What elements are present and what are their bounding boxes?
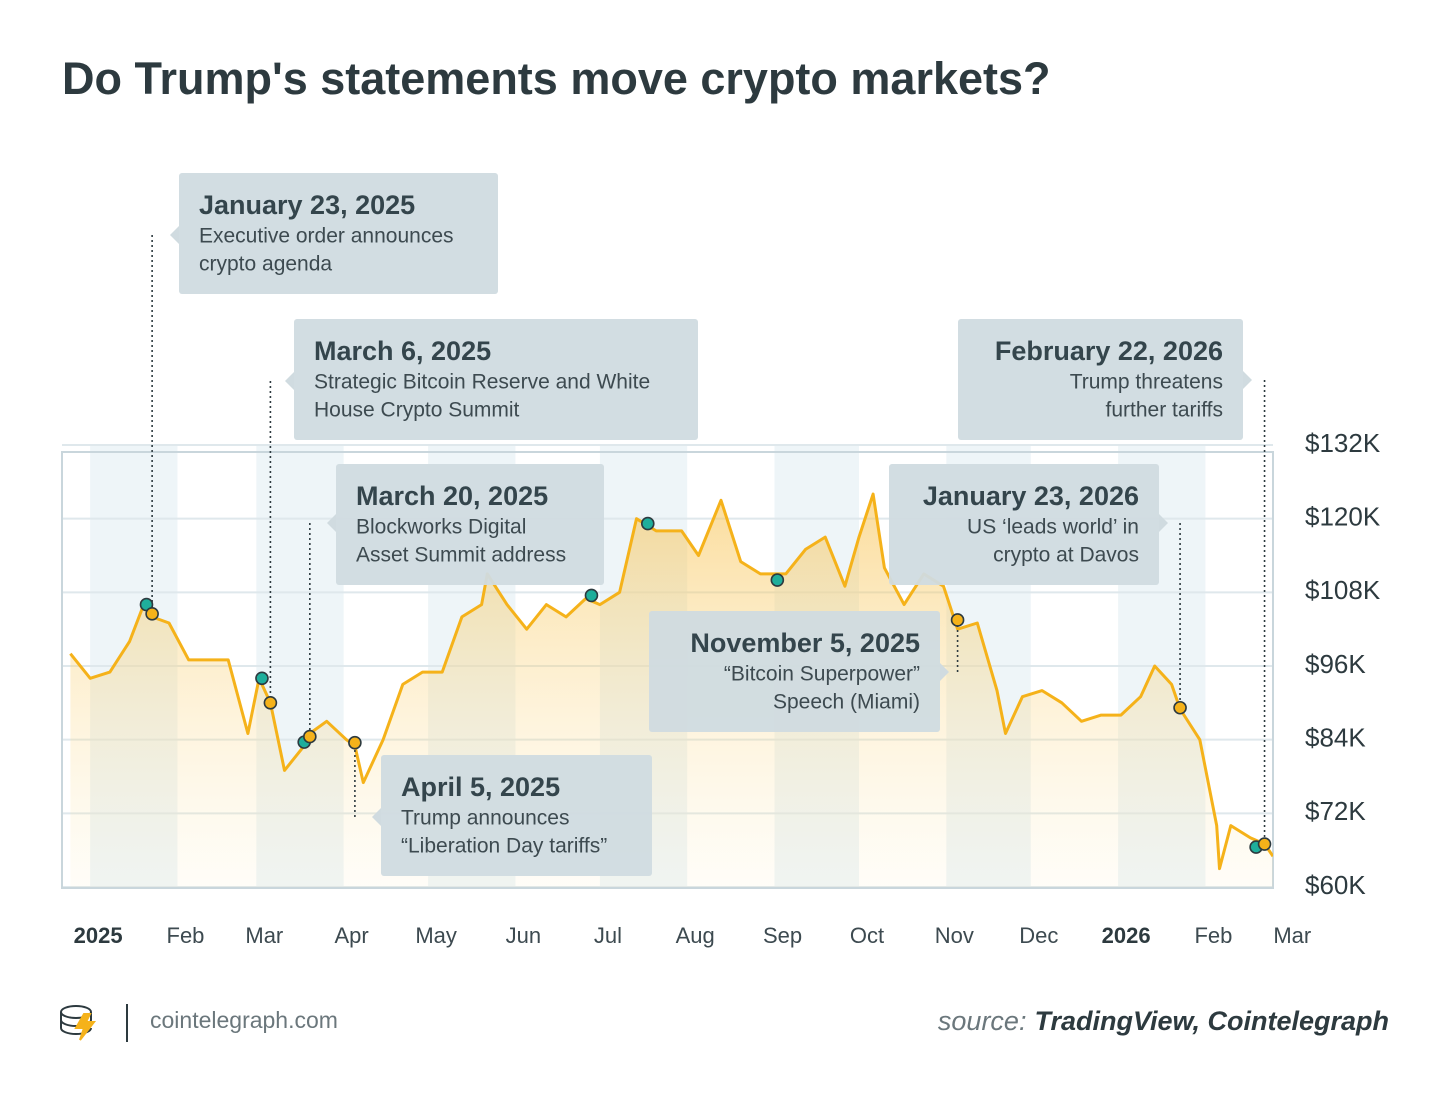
- y-tick-label: $132K: [1305, 428, 1381, 458]
- event-marker: [303, 729, 317, 744]
- annotation-pointer: [285, 372, 294, 390]
- annotation-text: crypto at Davos: [993, 544, 1139, 567]
- event-marker: [584, 588, 599, 603]
- chart-title: Do Trump's statements move crypto market…: [62, 53, 1051, 104]
- plot-area: $60K $72K $84K $96K $108K $120K $132K 2025 Feb Ma…: [61, 173, 1381, 948]
- event-marker: [640, 516, 655, 531]
- x-tick-label: Sep: [763, 923, 802, 948]
- annotation-pointer: [372, 808, 381, 826]
- annotation-box: [889, 464, 1159, 585]
- x-tick-label: Aug: [676, 923, 715, 948]
- logo: [60, 1005, 97, 1041]
- x-tick-label: Oct: [850, 923, 884, 948]
- x-tick-label: Mar: [1273, 923, 1311, 948]
- event-marker: [348, 735, 362, 750]
- annotation-box: [294, 319, 698, 440]
- brand: cointelegraph.com: [150, 1007, 338, 1033]
- x-tick-label: Jul: [594, 923, 622, 948]
- annotation-text: “Bitcoin Superpower”: [724, 663, 920, 686]
- y-tick-label: $108K: [1305, 575, 1381, 605]
- annotation-title: November 5, 2025: [690, 628, 920, 658]
- x-tick-label: May: [415, 923, 457, 948]
- source-label: source:: [938, 1006, 1027, 1036]
- annotation-title: April 5, 2025: [401, 772, 560, 802]
- annotation-text: crypto agenda: [199, 253, 332, 276]
- annotation-pointer: [327, 514, 336, 532]
- event-marker: [1257, 837, 1272, 851]
- annotation-box: [336, 464, 604, 585]
- annotation-title: March 6, 2025: [314, 336, 491, 366]
- source: source: TradingView, Cointelegraph: [938, 1006, 1389, 1036]
- x-tick-label: Dec: [1019, 923, 1058, 948]
- x-tick-label: Apr: [335, 923, 369, 948]
- x-tick-label: Feb: [167, 923, 205, 948]
- plot-border: [61, 451, 1274, 889]
- annotation-text: US ‘leads world’ in: [967, 516, 1139, 539]
- y-tick-label: $120K: [1305, 502, 1381, 532]
- annotation-pointer: [170, 226, 179, 244]
- annotation-title: March 20, 2025: [356, 481, 548, 511]
- annotation-text: House Crypto Summit: [314, 399, 520, 422]
- annotation-text: “Liberation Day tariffs”: [401, 835, 607, 858]
- event-marker: [255, 671, 269, 686]
- x-tick-label: 2026: [1102, 923, 1151, 948]
- annotation-pointer: [1159, 514, 1168, 532]
- annotation-text: Trump announces: [401, 807, 569, 830]
- x-tick-label: Jun: [506, 923, 541, 948]
- annotation-box: [381, 755, 652, 876]
- y-tick-label: $60K: [1305, 870, 1366, 900]
- event-marker: [950, 613, 965, 627]
- annotation-box: [179, 173, 498, 294]
- annotation-text: Speech (Miami): [773, 691, 920, 714]
- annotation-title: February 22, 2026: [995, 336, 1223, 366]
- annotation-box: [958, 319, 1243, 440]
- x-tick-label: 2025: [74, 923, 123, 948]
- annotation-text: Asset Summit address: [356, 544, 566, 567]
- x-tick-label: Feb: [1194, 923, 1232, 948]
- annotation-text: Blockworks Digital: [356, 516, 526, 539]
- event-marker: [263, 696, 278, 710]
- annotation-title: January 23, 2025: [199, 190, 415, 220]
- annotation-pointer: [1243, 371, 1252, 389]
- annotation-title: January 23, 2026: [923, 481, 1139, 511]
- annotation-text: Executive order announces: [199, 225, 454, 248]
- x-tick-label: Mar: [245, 923, 283, 948]
- event-marker: [770, 573, 785, 587]
- y-tick-label: $96K: [1305, 649, 1366, 679]
- x-tick-label: Nov: [935, 923, 974, 948]
- event-marker: [145, 607, 159, 621]
- source-text: TradingView, Cointelegraph: [1034, 1006, 1389, 1036]
- y-tick-label: $72K: [1305, 796, 1366, 826]
- y-tick-label: $84K: [1305, 723, 1366, 753]
- event-marker: [1173, 700, 1187, 715]
- annotation-pointer: [940, 663, 949, 681]
- annotation-box: [649, 611, 940, 732]
- annotation-text: Trump threatens: [1070, 371, 1223, 394]
- annotation-text: Strategic Bitcoin Reserve and White: [314, 371, 650, 394]
- price-line: [69, 492, 1273, 871]
- annotation-text: further tariffs: [1106, 399, 1224, 422]
